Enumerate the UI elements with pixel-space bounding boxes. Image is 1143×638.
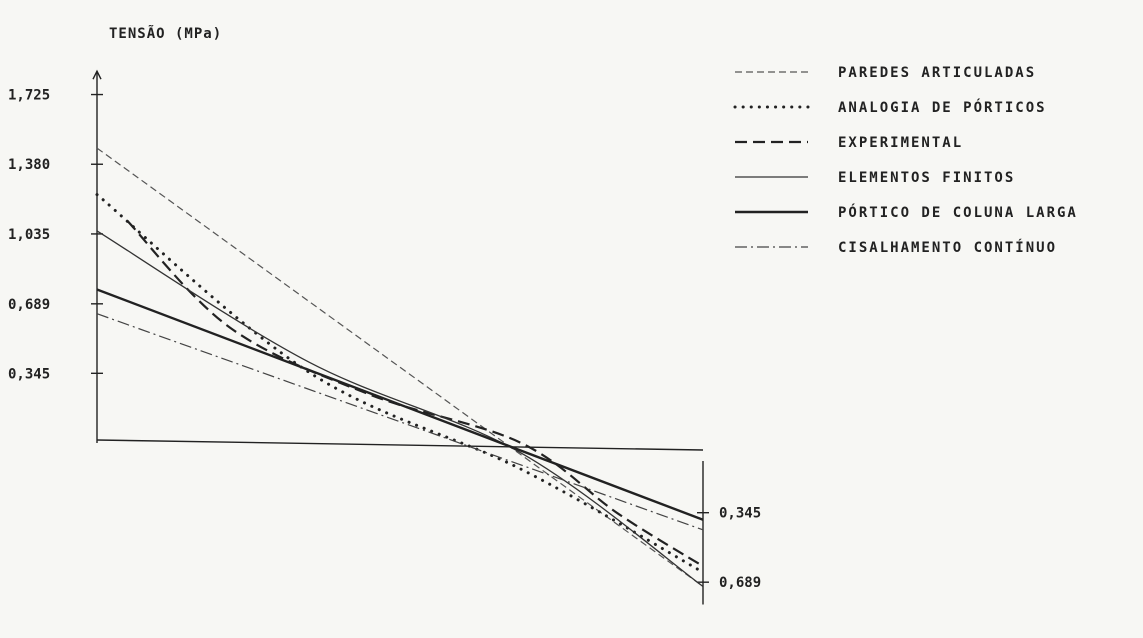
series-line-portico-de-coluna-larga: [96, 288, 704, 521]
legend-label-paredes-articuladas: PAREDES ARTICULADAS: [838, 65, 1036, 81]
legend-label-elementos-finitos: ELEMENTOS FINITOS: [838, 170, 1015, 186]
legend-label-experimental: EXPERIMENTAL: [838, 135, 963, 151]
series-lines: [95, 147, 705, 587]
y-tick-label-left: 0,345: [8, 366, 50, 382]
y-tick-label-left: 1,035: [8, 227, 50, 243]
legend: PAREDES ARTICULADAS ANALOGIA DE PÓRTICOS E…: [733, 65, 1078, 256]
y-tick-label-right: 0,689: [719, 575, 761, 591]
y-axis-label: TENSÃO (MPa): [109, 25, 222, 42]
series-line-paredes-articuladas: [96, 147, 704, 587]
axes: TENSÃO (MPa) 1,725 1,380 1,035 0,689 0,345 0,3…: [8, 25, 761, 605]
y-axis-arrow: [92, 69, 102, 80]
x-axis: [96, 439, 704, 451]
y-tick-label-right: 0,345: [719, 506, 761, 522]
legend-label-portico-de-coluna-larga: PÓRTICO DE COLUNA LARGA: [838, 203, 1078, 221]
legend-label-analogia-de-porticos: ANALOGIA DE PÓRTICOS: [838, 98, 1047, 116]
y-tick-label-left: 0,689: [8, 297, 50, 313]
legend-label-cisalhamento-continuo: CISALHAMENTO CONTÍNUO: [838, 239, 1057, 256]
y-tick-label-left: 1,380: [8, 157, 50, 173]
series-line-experimental: [126, 220, 704, 568]
series-line-elementos-finitos: [96, 230, 704, 587]
series-line-cisalhamento-continuo: [96, 313, 704, 531]
y-tick-label-left: 1,725: [8, 88, 50, 104]
